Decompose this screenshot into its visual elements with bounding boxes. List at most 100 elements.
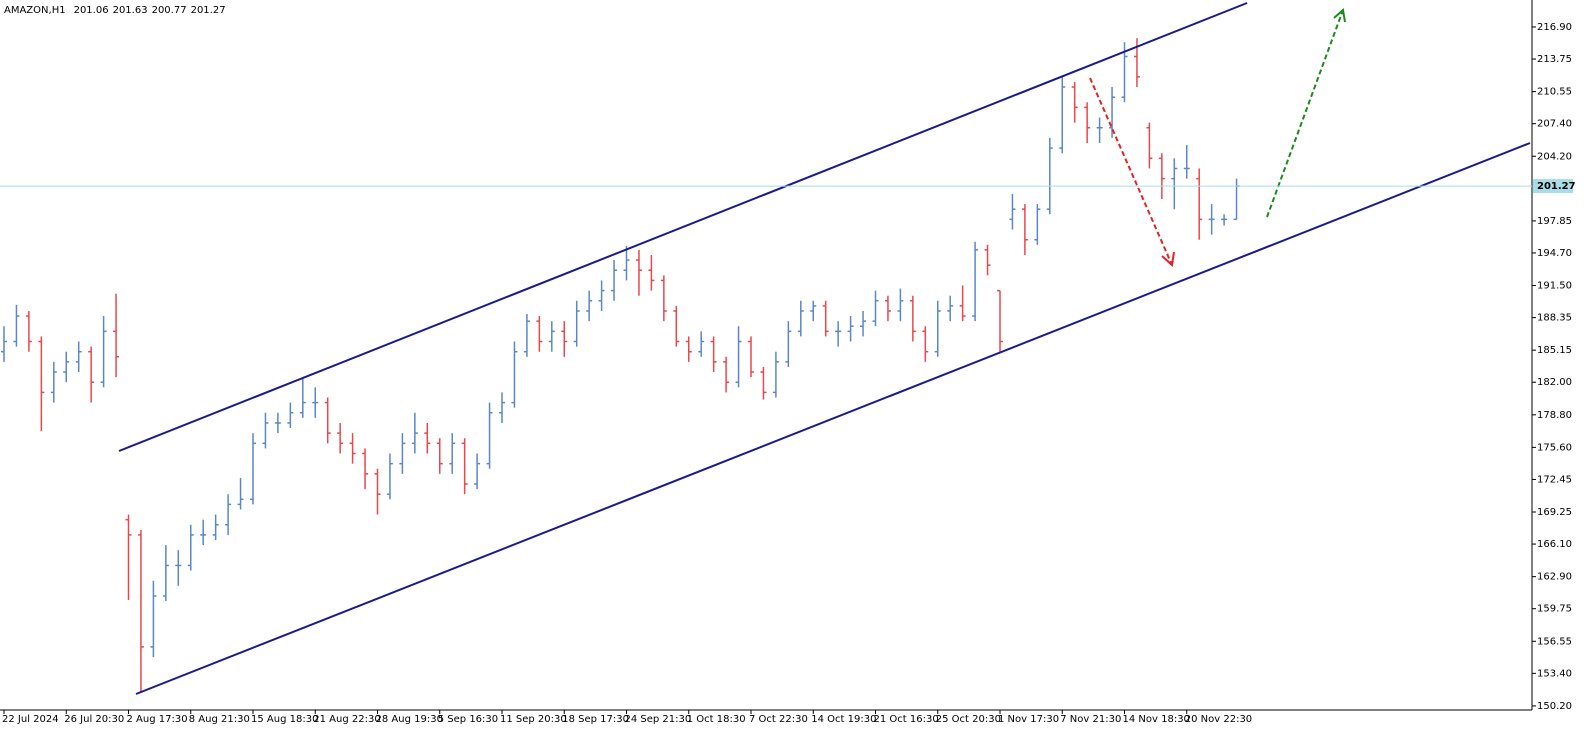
ohlc-bar	[934, 300, 941, 357]
ohlc-bar	[63, 351, 70, 383]
ohlc-bar	[660, 275, 667, 322]
y-tick-label: 188.35	[1537, 313, 1572, 324]
x-tick-label: 25 Oct 20:30	[936, 714, 1001, 725]
x-tick-label: 26 Jul 20:30	[64, 714, 124, 725]
ohlc-bar	[735, 326, 742, 388]
ohlc-bar	[399, 433, 406, 474]
x-tick-label: 18 Sep 17:30	[562, 714, 629, 725]
x-tick-label: 1 Nov 17:30	[998, 714, 1059, 725]
ohlc-bar	[449, 433, 456, 474]
header-value: 200.77	[152, 5, 187, 16]
ohlc-bar	[75, 341, 82, 373]
ohlc-bar	[1146, 122, 1153, 169]
y-tick-label: 159.75	[1537, 604, 1572, 615]
ohlc-bar	[860, 310, 867, 337]
ohlc-bar	[984, 244, 991, 276]
ohlc-bar	[175, 550, 182, 586]
ohlc-bar	[698, 331, 705, 357]
ohlc-bar	[997, 289, 1003, 352]
ohlc-bar	[1208, 204, 1215, 235]
ohlc-bar	[125, 514, 132, 601]
ohlc-bar	[38, 336, 45, 432]
y-tick-label: 172.45	[1537, 474, 1572, 485]
ohlc-bar	[411, 412, 418, 454]
ohlc-bar	[486, 402, 493, 469]
ohlc-bar	[785, 321, 792, 367]
ohlc-bar	[499, 392, 505, 423]
y-tick-label: 166.10	[1537, 539, 1572, 550]
ohlc-bar	[947, 295, 954, 322]
ohlc-bar	[137, 529, 144, 693]
y-tick-label: 169.25	[1537, 507, 1572, 518]
channel-lower	[135, 142, 1531, 695]
ohlc-bar	[461, 438, 468, 495]
ohlc-bar	[88, 346, 95, 403]
y-tick-label: 194.70	[1537, 248, 1572, 259]
ohlc-bar	[312, 387, 319, 418]
channel-upper	[118, 2, 1248, 452]
ohlc-bar	[1171, 158, 1178, 210]
ohlc-bar	[1071, 81, 1078, 123]
current-price-label: 201.27	[1537, 181, 1576, 192]
x-tick-label: 7 Oct 22:30	[749, 714, 808, 725]
ohlc-bar	[1221, 214, 1228, 226]
ohlc-bar	[474, 453, 481, 490]
ohlc-bar	[772, 351, 779, 398]
ohlc-bar	[13, 304, 20, 347]
ohlc-bar	[561, 321, 568, 357]
y-tick-label: 150.20	[1537, 701, 1572, 712]
header-value: 201.63	[113, 5, 148, 16]
ohlc-bar	[909, 295, 916, 342]
y-tick-label: 210.55	[1537, 87, 1572, 98]
ohlc-bar	[424, 422, 431, 454]
ohlc-bar	[250, 433, 256, 505]
ohlc-bar	[262, 412, 269, 449]
ohlc-bar	[748, 336, 754, 378]
x-tick-label: 8 Aug 21:30	[189, 714, 250, 725]
x-tick-label: 14 Oct 19:30	[811, 714, 876, 725]
ohlc-bar	[536, 316, 543, 352]
ohlc-bar	[1, 326, 7, 362]
ohlc-bar	[150, 580, 157, 658]
ohlc-bar	[623, 245, 630, 281]
ohlc-bar	[212, 514, 219, 541]
x-tick-label: 15 Aug 18:30	[251, 714, 318, 725]
ohlc-bar	[573, 300, 580, 347]
ohlc-bar	[897, 288, 904, 322]
symbol: AMAZON,H1	[4, 5, 66, 16]
x-tick-label: 2 Aug 17:30	[127, 714, 188, 725]
x-tick-label: 20 Nov 22:30	[1185, 714, 1252, 725]
ohlc-bar	[1183, 145, 1190, 179]
x-tick-label: 24 Sep 21:30	[625, 714, 692, 725]
x-tick-label: 1 Oct 18:30	[687, 714, 746, 725]
y-tick-label: 162.90	[1537, 572, 1572, 583]
y-tick-label: 191.50	[1537, 281, 1572, 292]
y-tick-label: 178.80	[1537, 410, 1572, 421]
x-tick-label: 21 Aug 22:30	[313, 714, 380, 725]
ohlc-bar	[822, 300, 829, 337]
ohlc-bar	[50, 361, 57, 403]
y-tick-label: 175.60	[1537, 442, 1572, 453]
ohlc-bar	[635, 249, 642, 296]
ohlc-bar	[922, 326, 929, 362]
ohlc-bar	[586, 290, 593, 322]
ohlc-bar	[1109, 87, 1116, 138]
ohlc-bar	[810, 300, 817, 322]
ohlc-bar	[113, 293, 120, 378]
ohlc-bar	[274, 412, 281, 434]
ohlc-bar	[1084, 102, 1091, 144]
ohlc-bar	[100, 316, 107, 388]
ohlc-bar	[710, 336, 717, 373]
ohlc-bar	[1009, 193, 1016, 230]
ohlc-bar	[1021, 204, 1028, 255]
ohlc-bar	[673, 305, 680, 347]
ohlc-bar	[287, 402, 294, 429]
x-tick-label: 5 Sep 16:30	[438, 714, 498, 725]
ohlc-bar	[386, 453, 393, 500]
ohlc-bar	[337, 422, 344, 454]
ohlc-bar	[959, 285, 966, 322]
ohlc-bar	[598, 280, 605, 311]
ohlc-bar	[548, 321, 555, 352]
ohlc-bar	[523, 314, 530, 357]
ohlc-bar	[225, 494, 232, 535]
